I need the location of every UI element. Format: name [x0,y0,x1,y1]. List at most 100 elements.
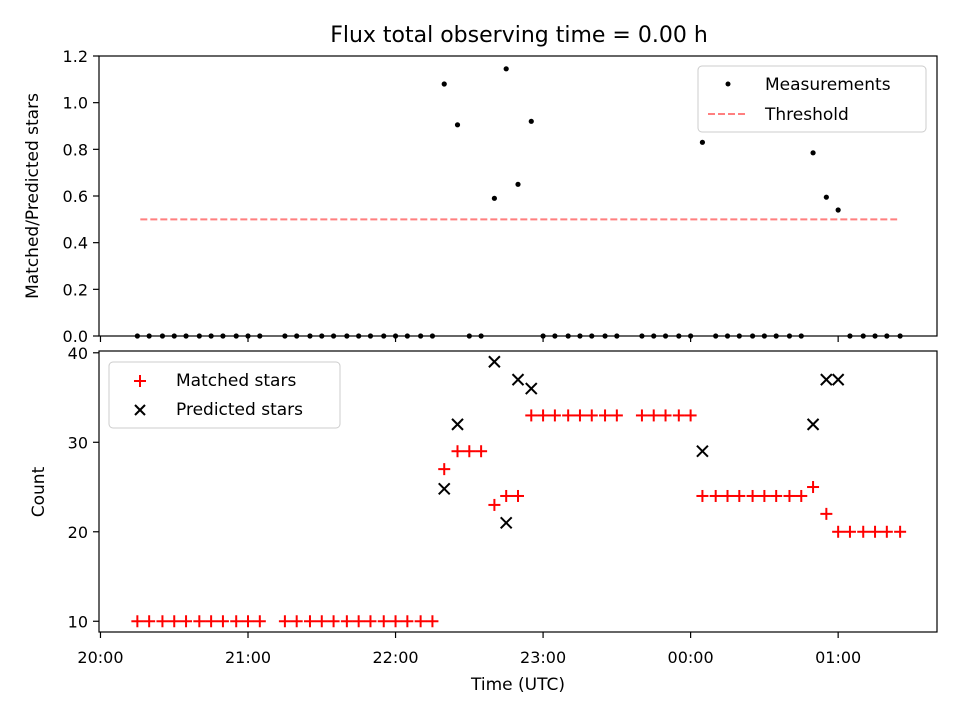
x-tick-label: 21:00 [225,648,271,667]
predicted-star-point [525,382,538,395]
matched-star-point [832,525,845,538]
matched-star-point [795,489,808,502]
matched-star-point [635,409,648,422]
matched-stars-legend-label: Matched stars [176,371,296,391]
matched-star-point [315,615,328,628]
matched-star-point [721,489,734,502]
matched-star-point [585,409,598,422]
matched-star-point [562,409,575,422]
matched-star-point [488,498,501,511]
x-axis-label: Time (UTC) [470,675,565,695]
bottom-legend: Matched stars Predicted stars [108,361,341,429]
matched-star-point [894,525,907,538]
bottom-y-tick-label: 20 [68,523,88,542]
matched-star-point [352,615,365,628]
matched-star-point [205,615,218,628]
matched-star-point [869,525,882,538]
measurement-point [528,118,534,124]
x-tick-label: 20:00 [77,648,123,667]
matched-star-point [770,489,783,502]
matched-star-point [463,445,476,458]
matched-stars-legend-marker [134,375,146,387]
matched-star-point [647,409,660,422]
bottom-axes-frame [98,350,938,633]
matched-star-point [327,615,340,628]
matched-star-point [746,489,759,502]
matched-star-point [659,409,672,422]
matched-star-point [573,409,586,422]
predicted-star-point [488,355,501,368]
matched-star-point [548,409,561,422]
measurements-legend-label: Measurements [765,75,891,95]
bottom-y-axis-label: Count [29,466,49,517]
predicted-stars-legend-marker [134,404,146,416]
predicted-star-point [806,418,820,431]
matched-star-point [193,615,206,628]
matched-star-point [156,615,169,628]
matched-star-point [807,481,820,494]
top-panel: 0.0 0.2 0.4 0.6 0.8 1.0 1.2 Matched/Predicted … [23,47,938,346]
matched-star-point [733,489,746,502]
matched-star-point [364,615,377,628]
x-tick-label: 22:00 [372,648,418,667]
top-y-tick-label: 0.2 [63,280,88,299]
top-legend: Measurements Threshold [697,65,927,133]
matched-star-point [696,489,709,502]
predicted-stars-legend-label: Predicted stars [176,400,303,420]
matched-star-point [168,615,181,628]
predicted-star-point [820,373,833,386]
matched-star-point [216,615,229,628]
matched-star-point [758,489,771,502]
predicted-star-point [499,516,513,530]
matched-star-point [143,615,156,628]
chart-title: Flux total observing time = 0.00 h [330,23,708,48]
matched-star-point [278,615,291,628]
measurement-point [515,181,521,187]
bottom-y-tick-label: 10 [68,612,88,631]
matched-star-point [709,489,722,502]
top-legend-box [697,65,927,133]
top-y-tick-label: 1.2 [63,47,88,66]
matched-star-point [290,615,303,628]
predicted-star-point [696,445,709,458]
matched-star-point [230,615,243,628]
matched-star-point [500,489,513,502]
measurement-point [823,194,829,200]
matched-star-point [672,409,685,422]
matched-star-point [512,489,524,502]
matched-star-point [303,615,316,628]
predicted-star-point [511,373,525,386]
top-y-tick-label: 0.0 [63,327,88,346]
top-y-tick-label: 1.0 [63,94,88,113]
predicted-star-point [831,373,845,386]
matched-star-point [180,615,193,628]
x-tick-label: 23:00 [520,648,566,667]
matched-star-point [131,615,144,628]
matched-star-point [820,507,833,520]
matched-star-point [414,615,427,628]
measurement-point [441,81,447,87]
matched-star-point [401,615,414,628]
measurement-point [810,150,816,156]
threshold-legend-label: Threshold [764,105,849,125]
x-tick-label: 01:00 [815,648,861,667]
measurements-legend-marker [725,81,731,87]
predicted-star-point [451,418,464,431]
measurement-point [454,122,461,128]
matched-star-point [843,525,856,538]
matched-star-point [684,409,697,422]
matched-star-point [426,615,439,628]
matched-star-point [340,615,353,628]
x-tick-label: 00:00 [668,648,714,667]
measurement-point [491,195,497,201]
matched-star-point [599,409,612,422]
matched-star-point [389,615,402,628]
bottom-y-tick-label: 40 [68,344,88,363]
matched-star-point [880,525,893,538]
measurement-point [503,66,509,72]
measurement-point [699,139,706,145]
matched-star-point [438,463,451,476]
bottom-legend-box [108,361,341,429]
